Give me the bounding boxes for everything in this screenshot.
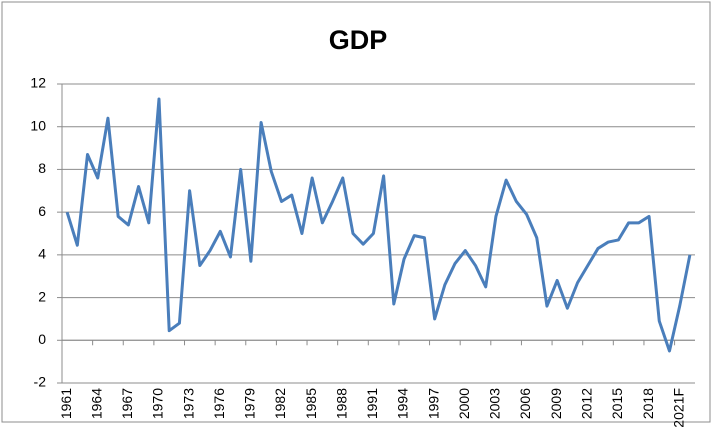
x-tick-label: 2000 bbox=[456, 388, 472, 419]
x-tick-label: 1994 bbox=[395, 388, 411, 419]
chart-title: GDP bbox=[329, 25, 388, 55]
x-tick-label: 1964 bbox=[88, 388, 104, 419]
x-tick-label: 1982 bbox=[272, 388, 288, 419]
x-tick-label: 2009 bbox=[548, 388, 564, 419]
y-tick-label: 6 bbox=[38, 203, 46, 219]
y-tick-label: 4 bbox=[38, 246, 46, 262]
x-tick-label: 1976 bbox=[211, 388, 227, 419]
x-tick-label: 1961 bbox=[58, 388, 74, 419]
x-tick-label: 1997 bbox=[425, 388, 441, 419]
y-tick-label: -2 bbox=[34, 374, 47, 390]
x-tick-label: 1967 bbox=[119, 388, 135, 419]
y-tick-label: 12 bbox=[30, 75, 46, 91]
data-line bbox=[65, 97, 692, 353]
x-tick-label: 2003 bbox=[487, 388, 503, 419]
x-tick-label: 1988 bbox=[333, 388, 349, 419]
x-tick-label: 1970 bbox=[150, 388, 166, 419]
x-tick-label: 1991 bbox=[364, 388, 380, 419]
x-tick-label: 1979 bbox=[242, 388, 258, 419]
x-tick-label: 2018 bbox=[640, 388, 656, 419]
x-tick-label: 2021F bbox=[670, 388, 686, 428]
x-tick-label: 1973 bbox=[180, 388, 196, 419]
x-tick-label: 2015 bbox=[609, 388, 625, 419]
x-tick-label: 1985 bbox=[303, 388, 319, 419]
y-tick-label: 10 bbox=[30, 117, 46, 133]
y-tick-label: 0 bbox=[38, 331, 46, 347]
x-tick-label: 2006 bbox=[517, 388, 533, 419]
y-tick-label: 2 bbox=[38, 288, 46, 304]
x-tick-label: 2012 bbox=[579, 388, 595, 419]
y-tick-label: 8 bbox=[38, 160, 46, 176]
